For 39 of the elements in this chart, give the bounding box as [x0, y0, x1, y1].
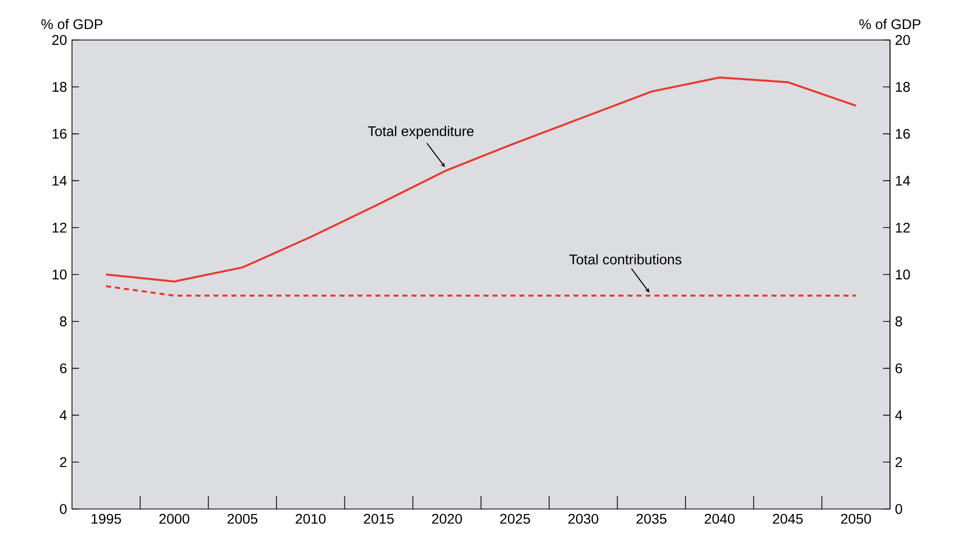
- x-tick-label: 1995: [92, 514, 122, 524]
- x-tick-label: 2050: [841, 514, 871, 524]
- y2-tick-label: 18: [896, 82, 910, 92]
- y2-tick-label: 10: [896, 270, 910, 280]
- y-axis-title: % of GDP: [41, 18, 102, 30]
- y-tick-label: 0: [60, 504, 67, 514]
- y-tick-label: 12: [52, 222, 66, 232]
- annotation: Total contributions: [569, 254, 682, 264]
- y2-tick-label: 14: [896, 176, 910, 186]
- y-tick-label: 16: [52, 128, 67, 139]
- y2-axis-title: % of GDP: [859, 18, 920, 30]
- y2-tick-label: 16: [896, 128, 910, 139]
- line-series: [105, 76, 857, 283]
- y-tick-label: 20: [52, 35, 67, 45]
- y-tick-label: 4: [60, 410, 67, 420]
- x-tick-label: 2045: [772, 514, 803, 524]
- y2-tick-label: 20: [896, 35, 910, 45]
- x-tick-label: 2030: [568, 514, 598, 524]
- y2-tick-label: 2: [896, 457, 902, 467]
- y2-tick-label: 8: [895, 316, 902, 326]
- annotation: Total expenditure: [368, 126, 474, 139]
- x-tick-label: 2040: [704, 514, 735, 524]
- y-tick-label: 2: [60, 457, 66, 467]
- x-tick-label: 2025: [500, 514, 530, 524]
- x-tick-label: 2015: [364, 514, 394, 524]
- y-tick-label: 6: [60, 363, 67, 374]
- x-tick-label: 2035: [636, 514, 666, 524]
- y2-tick-label: 12: [896, 222, 910, 232]
- x-tick-label: 2000: [159, 514, 190, 524]
- y2-tick-label: 4: [895, 410, 902, 420]
- y2-tick-label: 0: [895, 504, 902, 514]
- y-tick-label: 14: [52, 176, 67, 186]
- x-tick-label: 2010: [296, 514, 326, 524]
- y2-tick-label: 6: [896, 363, 902, 374]
- x-tick-label: 2005: [228, 514, 258, 524]
- x-tick-label: 2020: [432, 514, 462, 524]
- y-tick-label: 8: [60, 316, 67, 326]
- y-tick-label: 18: [52, 82, 67, 92]
- y-tick-label: 10: [52, 270, 67, 280]
